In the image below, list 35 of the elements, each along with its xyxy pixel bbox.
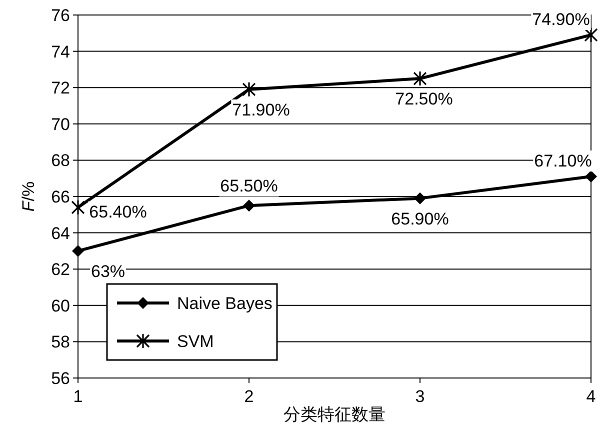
data-label: 65.50%	[220, 176, 278, 196]
data-label: 65.40%	[89, 202, 147, 222]
data-label: 63%	[90, 262, 126, 281]
point	[242, 82, 256, 98]
y-tick-label: 58	[51, 332, 70, 352]
y-tick-label: 72	[51, 78, 70, 98]
data-label: 67.10%	[534, 152, 592, 171]
point	[243, 200, 255, 212]
data-label: 72.50%	[395, 90, 453, 109]
data-label: 74.90%	[532, 10, 590, 29]
data-label: 71.90%	[232, 100, 290, 120]
y-tick-label: 68	[51, 151, 70, 170]
y-tick-label: 60	[51, 296, 70, 316]
x-tick-label: 1	[73, 387, 83, 406]
legend-label: SVM	[177, 332, 214, 351]
y-tick-label: 70	[51, 114, 70, 134]
y-tick-label: 74	[51, 42, 70, 62]
y-tick-label: 56	[51, 369, 70, 388]
point	[585, 170, 597, 183]
data-label: 65.90%	[391, 209, 449, 228]
y-axis-title: F/%	[19, 181, 38, 212]
y-tick-label: 66	[51, 188, 70, 206]
point	[413, 70, 427, 86]
legend-label: Naive Bayes	[177, 294, 272, 313]
point	[414, 192, 426, 204]
x-tick-label: 3	[415, 387, 425, 406]
y-tick-label: 76	[51, 6, 70, 25]
point	[584, 27, 598, 43]
y-tick-label: 62	[51, 260, 70, 280]
point	[72, 244, 84, 257]
x-tick-label: 4	[586, 387, 596, 406]
y-tick-label: 64	[51, 224, 70, 243]
point	[71, 200, 85, 216]
x-tick-label: 2	[244, 387, 254, 406]
x-axis-title: 分类特征数量	[284, 405, 386, 424]
